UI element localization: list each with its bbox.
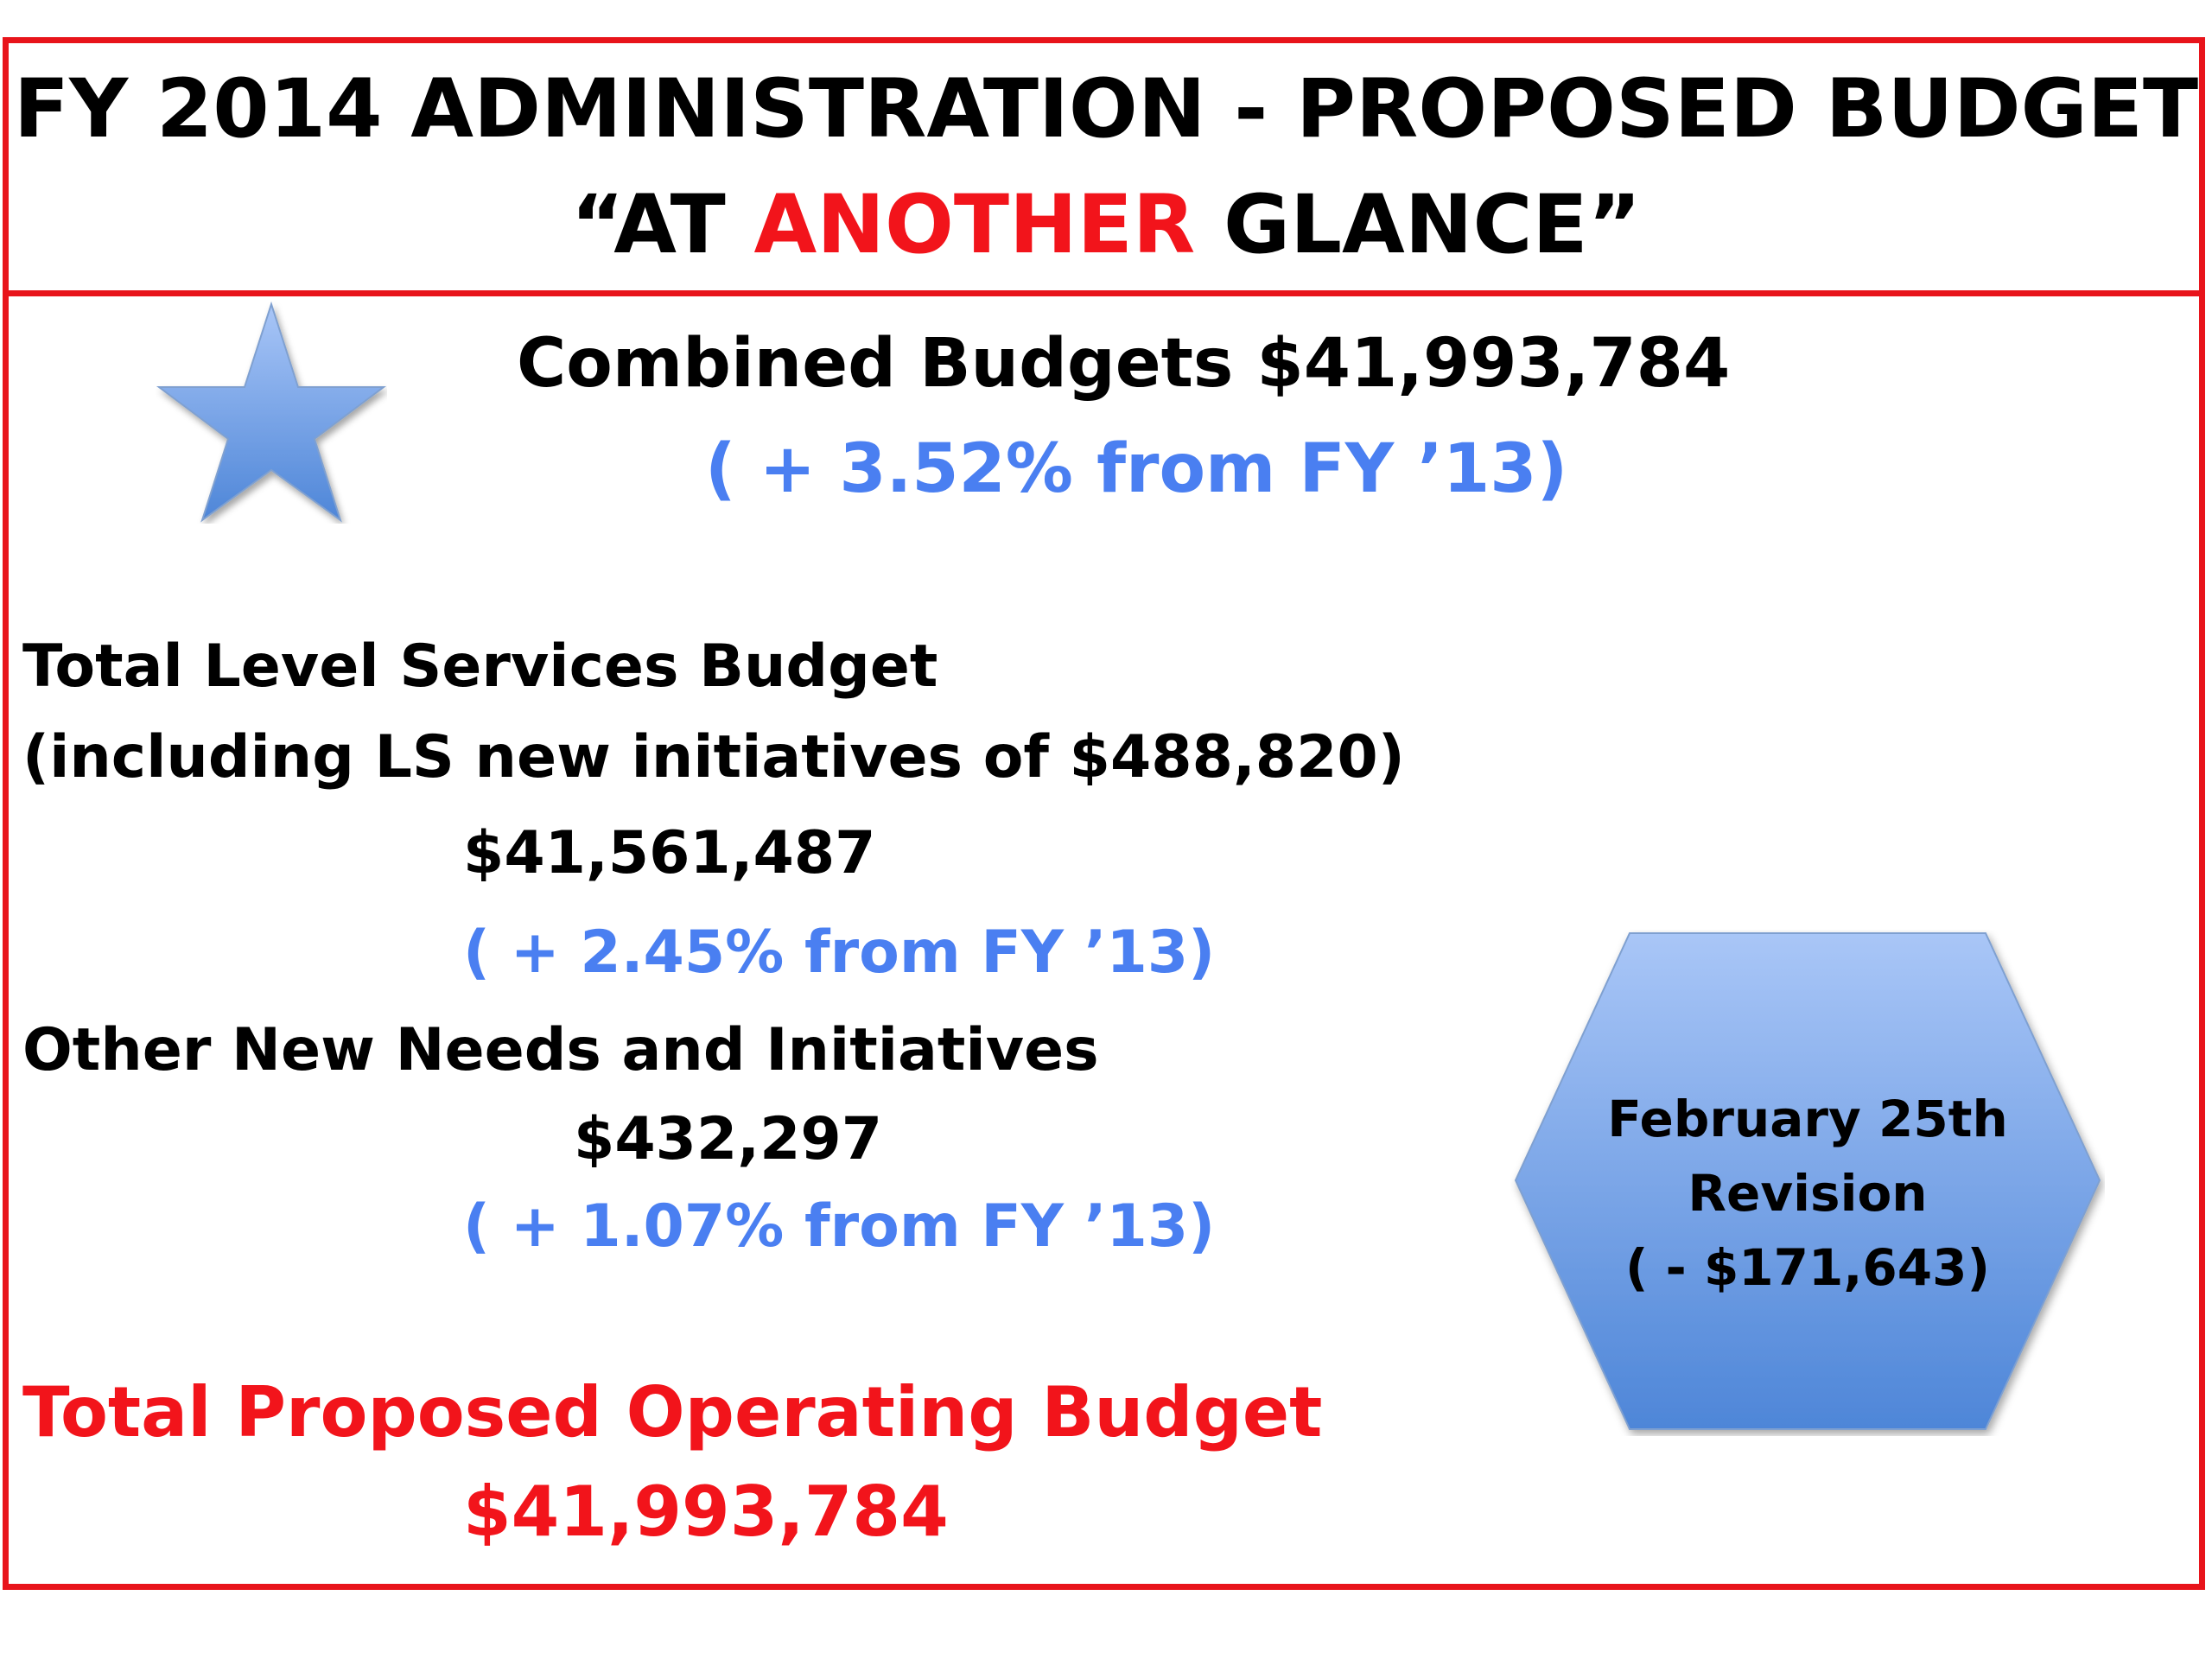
star-icon [156, 301, 386, 523]
new-needs-title: Other New Needs and Initiatives [22, 1016, 1099, 1084]
subtitle-emphasis: ANOTHER [753, 178, 1196, 272]
level-services-subtitle: (including LS new initiatives of $488,82… [22, 723, 1405, 791]
revision-date: February 25th [1607, 1090, 2008, 1148]
level-services-amount: $41,561,487 [463, 819, 876, 887]
content-frame [3, 290, 2205, 1590]
new-needs-change: ( + 1.07% from FY ’13) [463, 1192, 1216, 1261]
subtitle-open: “AT [570, 178, 754, 272]
revision-amount: ( - $171,643) [1624, 1238, 1990, 1297]
subtitle-close: GLANCE” [1195, 178, 1642, 272]
total-budget-title: Total Proposed Operating Budget [22, 1372, 1323, 1452]
hexagon-shape [1514, 932, 2101, 1430]
page-subtitle: “AT ANOTHER GLANCE” [0, 185, 2212, 266]
revision-word: Revision [1688, 1164, 1928, 1223]
page-title: FY 2014 ADMINISTRATION - PROPOSED BUDGET [13, 62, 2199, 156]
new-needs-amount: $432,297 [574, 1105, 883, 1173]
combined-budget-label: Combined Budgets $41,993,784 [517, 325, 1731, 403]
revision-label: February 25th Revision ( - $171,643) [1510, 1082, 2105, 1305]
level-services-change: ( + 2.45% from FY ’13) [463, 918, 1216, 987]
level-services-title: Total Level Services Budget [22, 632, 938, 701]
combined-budget-change: ( + 3.52% from FY ’13) [705, 430, 1568, 508]
total-budget-amount: $41,993,784 [463, 1471, 949, 1552]
